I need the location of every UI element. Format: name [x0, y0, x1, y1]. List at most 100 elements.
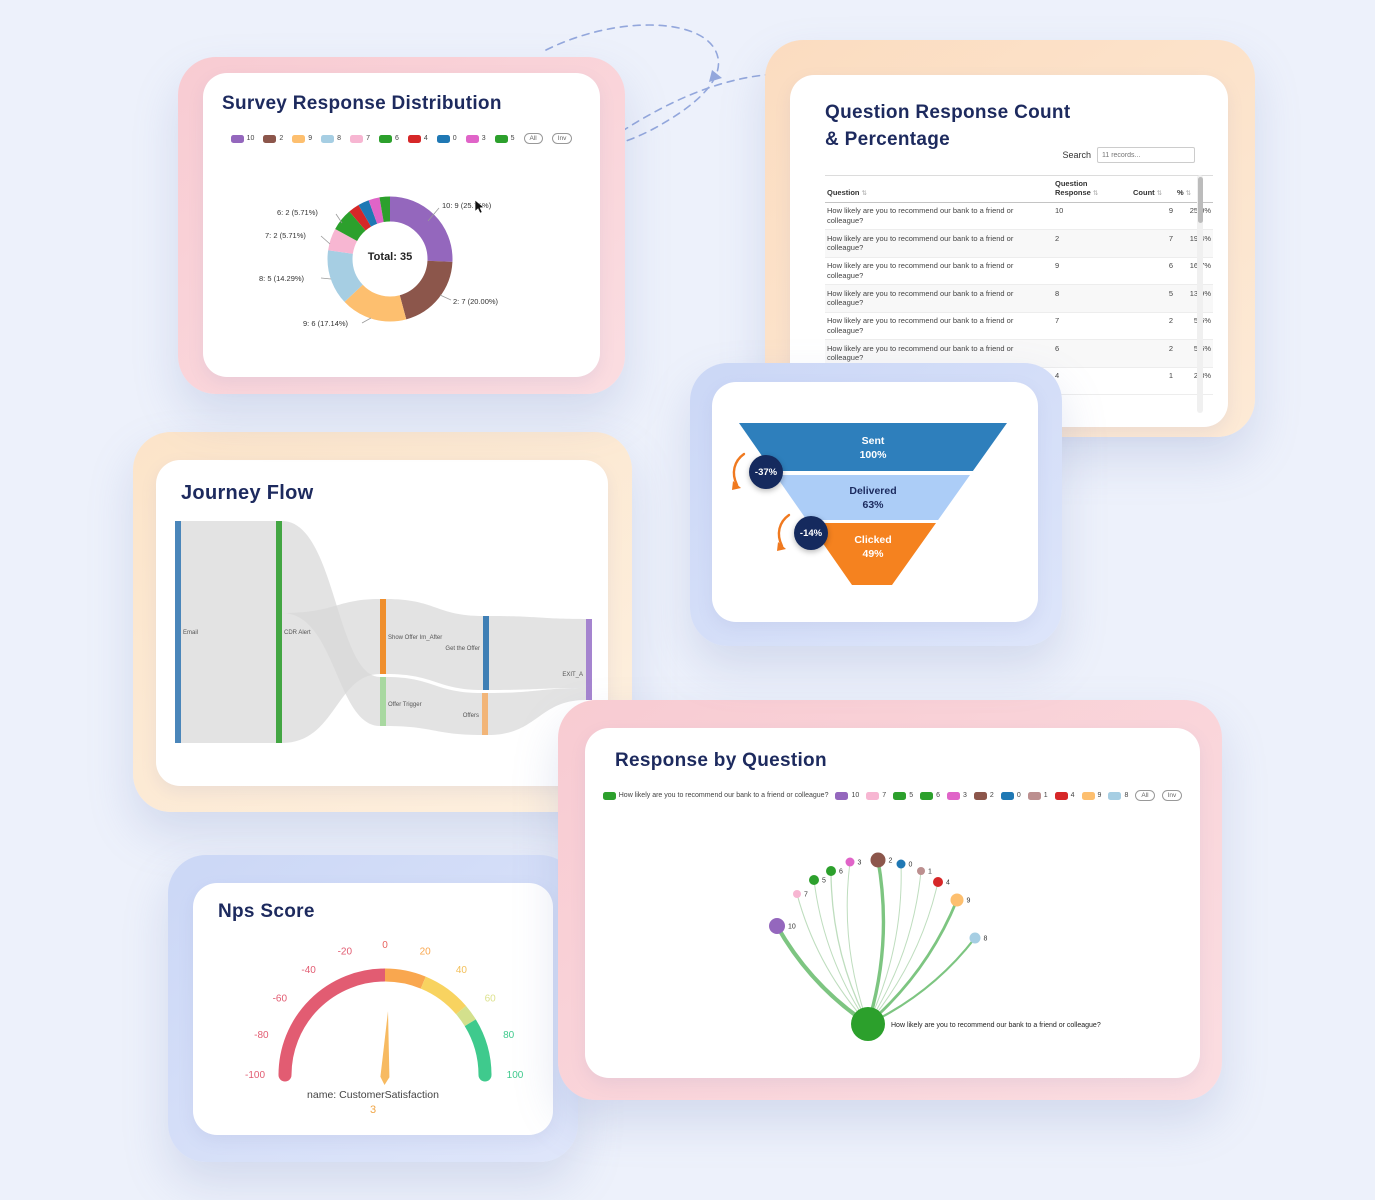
table-row[interactable]: How likely are you to recommend our bank… [825, 257, 1213, 285]
column-header-question[interactable]: Question ⇅ [825, 175, 1053, 203]
legend-all-button[interactable]: All [523, 133, 543, 144]
donut-slice-8[interactable] [327, 196, 453, 322]
response-node-3[interactable] [845, 857, 855, 867]
drop-badge-14: -14% [794, 516, 828, 550]
legend-item-6[interactable]: 6 [920, 791, 940, 800]
table-cell: How likely are you to recommend our bank… [825, 339, 1053, 368]
legend-item-10[interactable]: 10 [230, 134, 254, 143]
legend-label: 2 [279, 135, 284, 142]
legend-label: 0 [1016, 792, 1021, 799]
legend-label: 8 [1124, 792, 1129, 799]
sankey-node-cdr-alert[interactable] [276, 521, 282, 743]
gauge-needle [380, 1011, 390, 1085]
legend-swatch [1081, 791, 1095, 800]
nps-title: Nps Score [218, 901, 315, 922]
arrowhead-icon [709, 70, 722, 82]
sort-icon: ⇅ [1156, 190, 1163, 198]
response-node-0[interactable] [896, 859, 906, 869]
response-node-7[interactable] [793, 890, 801, 898]
legend-item-2[interactable]: 2 [973, 791, 994, 800]
legend-item-1[interactable]: 1 [1027, 791, 1048, 800]
response-node-9[interactable] [950, 893, 964, 907]
sankey-node-offer-trigger[interactable] [380, 677, 386, 726]
response-node-4[interactable] [933, 877, 943, 887]
table-search: Search [1062, 147, 1195, 163]
legend-item-7[interactable]: 7 [350, 134, 370, 143]
gauge-tick-label: 0 [382, 940, 388, 951]
gauge-tick-label: -100 [245, 1070, 265, 1081]
legend-item-3[interactable]: 3 [947, 791, 967, 800]
table-row[interactable]: How likely are you to recommend our bank… [825, 339, 1213, 368]
legend-item-5[interactable]: 5 [494, 134, 515, 143]
table-row[interactable]: How likely are you to recommend our bank… [825, 202, 1213, 230]
sort-icon: ⇅ [861, 190, 867, 198]
gauge-tick-label: 100 [507, 1070, 524, 1081]
column-header--[interactable]: % ⇅ [1175, 175, 1213, 203]
response-node-5[interactable] [809, 875, 819, 885]
legend-item-8[interactable]: 8 [321, 134, 341, 143]
donut-slice-9[interactable] [327, 196, 453, 322]
table-scrollbar[interactable] [1197, 175, 1203, 413]
legend-item-0[interactable]: 0 [1000, 791, 1021, 800]
response-node-8[interactable] [969, 932, 981, 944]
funnel-stage-delivered[interactable] [775, 475, 970, 520]
legend-invert-button[interactable]: Inv [1161, 790, 1183, 801]
donut-callout-10: 10: 9 (25.71%) [442, 201, 492, 210]
legend-item-0[interactable]: 0 [436, 134, 457, 143]
response-node-2[interactable] [870, 852, 886, 868]
legend-item-3[interactable]: 3 [465, 134, 486, 143]
legend-item-8[interactable]: 8 [1108, 791, 1129, 800]
donut-chart: Total: 35 [320, 189, 460, 329]
legend-label: 5 [510, 135, 515, 142]
response-node-1[interactable] [917, 867, 925, 875]
table-row[interactable]: How likely are you to recommend our bank… [825, 229, 1213, 258]
response-node-6[interactable] [826, 866, 836, 876]
legend-swatch [321, 134, 335, 143]
response-node-label: 10 [788, 924, 796, 931]
sankey-node-get-the-offer[interactable] [483, 616, 489, 690]
funnel-value-sent: 100% [860, 449, 888, 461]
question-node[interactable] [851, 1007, 885, 1041]
legend-all-button[interactable]: All [1135, 790, 1155, 801]
gauge-series-name: name: CustomerSatisfaction [307, 1089, 439, 1101]
gauge-tick-label: 80 [503, 1030, 515, 1041]
legend-item-10[interactable]: 10 [835, 791, 859, 800]
gauge-tick-label: 40 [456, 965, 468, 976]
sankey-links [181, 521, 586, 743]
response-node-label: 9 [967, 898, 971, 905]
legend-item-4[interactable]: 4 [407, 134, 428, 143]
sankey-node-exit[interactable] [586, 619, 592, 700]
funnel-stage-clicked[interactable] [808, 523, 936, 585]
table-row[interactable]: How likely are you to recommend our bank… [825, 284, 1213, 313]
sankey-node-email[interactable] [175, 521, 181, 743]
edge-to-6 [830, 870, 869, 1025]
funnel-label-clicked: Clicked [854, 534, 891, 546]
legend-swatch [866, 791, 880, 800]
search-input[interactable] [1097, 147, 1195, 163]
legend-item-9[interactable]: 9 [1081, 791, 1101, 800]
legend-item-7[interactable]: 7 [866, 791, 886, 800]
column-header-count[interactable]: Count ⇅ [1131, 175, 1175, 203]
sankey-node-offers[interactable] [482, 693, 488, 735]
table-row[interactable]: How likely are you to recommend our bank… [825, 312, 1213, 340]
legend-item-9[interactable]: 9 [292, 134, 312, 143]
legend-item-5[interactable]: 5 [893, 791, 913, 800]
edge-to-7 [796, 893, 869, 1025]
legend-label: 6 [936, 792, 940, 799]
donut-slice-5[interactable] [327, 196, 453, 322]
scrollbar-thumb[interactable] [1197, 177, 1203, 223]
column-header-question-response[interactable]: Question Response ⇅ [1053, 175, 1131, 203]
sankey-node-show-offer[interactable] [380, 599, 386, 674]
response-node-10[interactable] [769, 918, 785, 934]
legend-swatch [920, 791, 934, 800]
legend-swatch [350, 134, 364, 143]
funnel-stage-sent[interactable] [739, 423, 1007, 471]
legend-item-4[interactable]: 4 [1054, 791, 1075, 800]
journey-title: Journey Flow [181, 482, 314, 504]
legend-item-question[interactable]: How likely are you to recommend our bank… [602, 791, 828, 800]
legend-item-6[interactable]: 6 [378, 134, 399, 143]
legend-item-2[interactable]: 2 [263, 134, 284, 143]
response-node-label: 3 [858, 860, 862, 867]
mouse-cursor-icon [474, 199, 485, 214]
legend-invert-button[interactable]: Inv [551, 133, 573, 144]
